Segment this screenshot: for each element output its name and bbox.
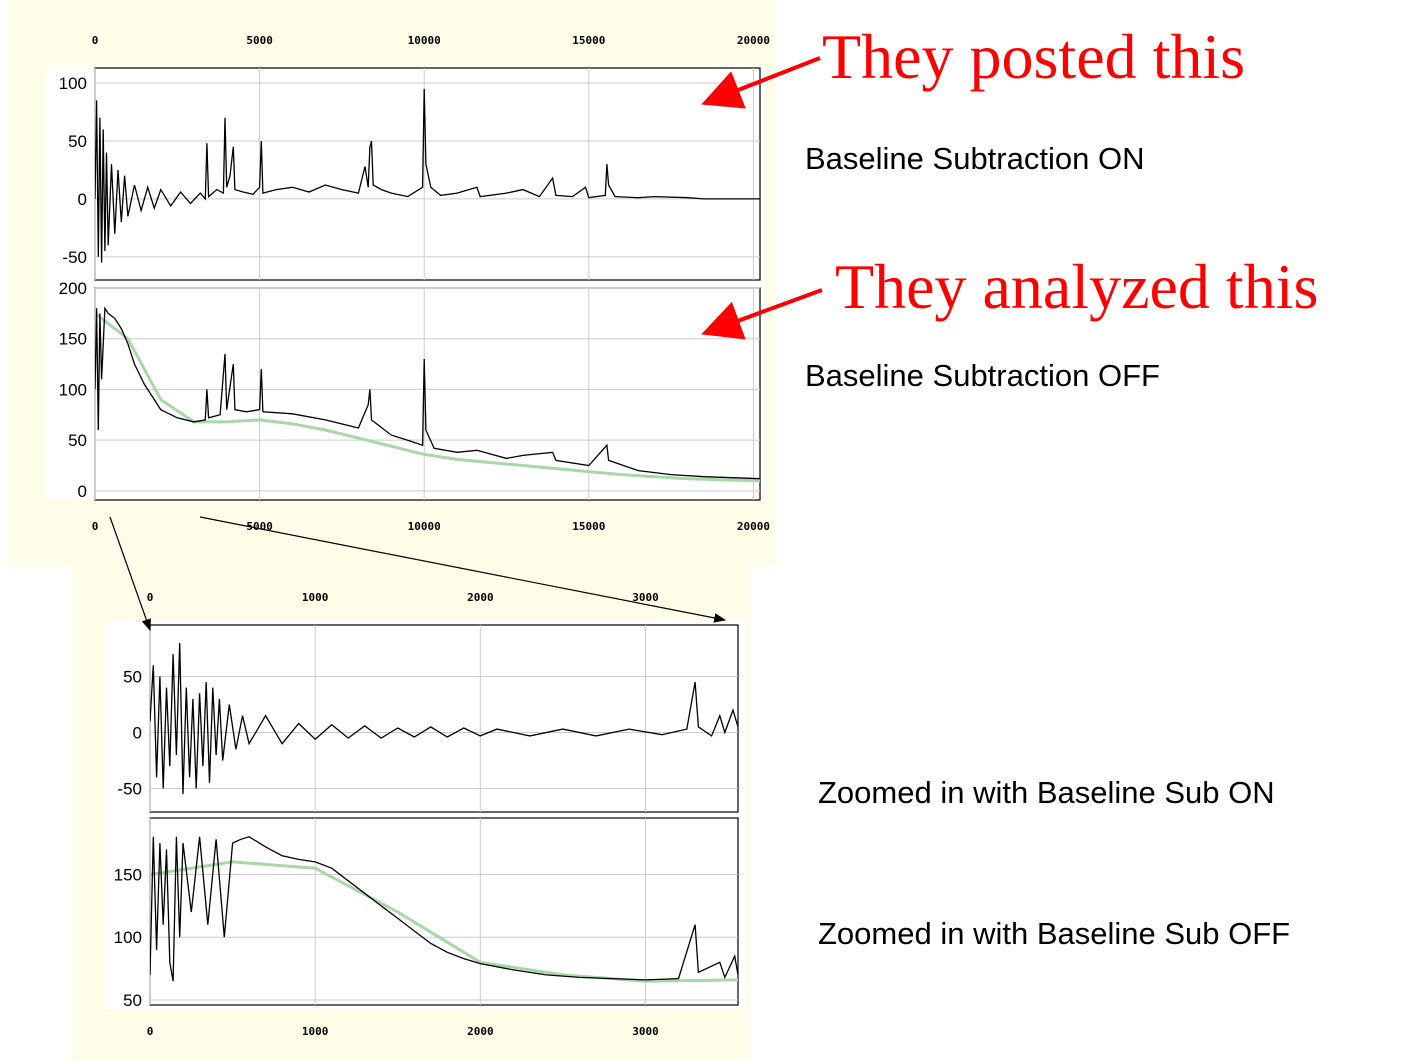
- y-tick-label: -50: [117, 779, 142, 798]
- arrow: [199, 516, 727, 623]
- x-tick-label: 15000: [572, 520, 605, 533]
- y-tick-label: 100: [114, 928, 142, 947]
- series-line: [150, 642, 738, 795]
- x-tick-label: 3000: [632, 1025, 659, 1038]
- annotation: Baseline Subtraction ON: [805, 141, 1144, 176]
- x-tick-label: 20000: [737, 34, 770, 47]
- arrow: [701, 56, 821, 109]
- y-tick-label: 100: [59, 74, 87, 93]
- x-tick-label: 10000: [408, 520, 441, 533]
- x-tick-label: 10000: [408, 34, 441, 47]
- x-tick-label: 0: [147, 1025, 154, 1038]
- x-tick-label: 1000: [302, 1025, 329, 1038]
- y-tick-label: 50: [123, 991, 142, 1010]
- y-tick-label: 0: [78, 482, 87, 501]
- x-tick-label: 3000: [632, 591, 659, 604]
- annotation: Zoomed in with Baseline Sub OFF: [818, 916, 1290, 951]
- y-tick-label: 50: [123, 668, 142, 687]
- y-tick-label: 0: [78, 190, 87, 209]
- series-line: [95, 88, 760, 263]
- x-tick-label: 20000: [737, 520, 770, 533]
- arrow: [701, 288, 823, 340]
- x-tick-label: 0: [147, 591, 154, 604]
- arrow: [109, 516, 151, 632]
- plot-frame: [94, 287, 761, 501]
- annotation: Baseline Subtraction OFF: [805, 358, 1160, 393]
- y-tick-label: 50: [68, 132, 87, 151]
- plot-frame: [149, 817, 739, 1006]
- y-tick-label: 50: [68, 431, 87, 450]
- annotation: Zoomed in with Baseline Sub ON: [818, 775, 1275, 810]
- x-tick-label: 5000: [246, 34, 273, 47]
- x-tick-label: 1000: [302, 591, 329, 604]
- x-tick-label: 2000: [467, 591, 494, 604]
- series-line: [150, 860, 738, 983]
- y-tick-label: 150: [59, 330, 87, 349]
- x-tick-label: 2000: [467, 1025, 494, 1038]
- y-tick-label: 200: [59, 279, 87, 298]
- annotation: They posted this: [822, 21, 1245, 92]
- x-tick-label: 0: [92, 520, 99, 533]
- y-tick-label: 100: [59, 380, 87, 399]
- annotation: They analyzed this: [835, 251, 1318, 322]
- x-tick-label: 15000: [572, 34, 605, 47]
- x-tick-label: 0: [92, 34, 99, 47]
- series-line: [95, 312, 760, 483]
- y-tick-label: -50: [62, 248, 87, 267]
- plot-frame: [149, 624, 739, 813]
- y-tick-label: 150: [114, 865, 142, 884]
- series-line: [95, 306, 760, 480]
- series-line: [150, 836, 738, 982]
- y-tick-label: 0: [133, 723, 142, 742]
